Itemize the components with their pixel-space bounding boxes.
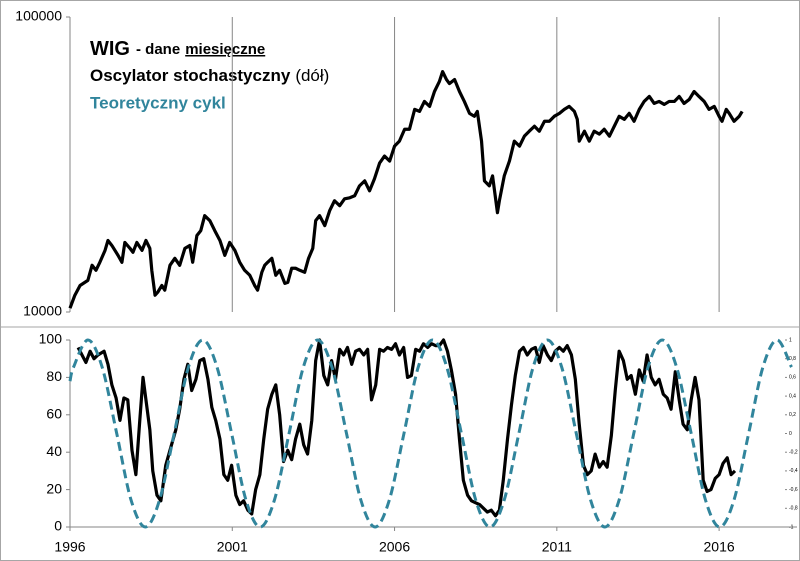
y2-tick-label: 1 [789,337,792,343]
y2-tick-label: 0,8 [789,356,796,362]
title: WIG - dane miesięczne [90,38,265,60]
y-tick-label: 80 [46,368,62,384]
annotation: (dół) [295,66,329,85]
series-line [68,70,744,309]
series-line [76,338,737,518]
y-tick-label: 40 [46,443,62,459]
x-tick-label: 2016 [704,539,735,555]
y2-tick-label: -0,2 [789,450,798,456]
y-tick-label: 100 [39,331,63,347]
y2-tick-label: -1 [789,524,794,530]
annotation: miesięczne [185,41,265,58]
y-tick-label: 0 [54,518,62,534]
y2-tick-label: 0,4 [789,393,796,399]
y-tick-label: 10000 [23,303,62,319]
series-name: WIG [90,38,130,60]
legend-label: Teoretyczny cykl [90,93,226,112]
y2-tick-label: -0,4 [789,468,798,474]
x-tick-label: 2011 [542,539,572,555]
series-line [68,338,793,529]
y2-tick-label: -0,6 [789,487,798,493]
legend-entry: Oscylator stochastyczny (dół) [90,66,329,85]
y2-tick-label: 0 [789,431,792,437]
x-tick-label: 2006 [379,539,410,555]
y-tick-label: 100000 [15,8,62,24]
y-tick-label: 60 [46,406,62,422]
legend-label: Oscylator stochastyczny [90,66,291,85]
x-tick-label: 1996 [54,539,85,555]
y-tick-label: 20 [46,480,62,496]
y2-tick-label: 0,6 [789,375,796,381]
y2-tick-label: -0,8 [789,506,798,512]
annotation: - dane [136,41,180,58]
y2-tick-label: 0,2 [789,412,796,418]
x-tick-label: 2001 [217,539,248,555]
